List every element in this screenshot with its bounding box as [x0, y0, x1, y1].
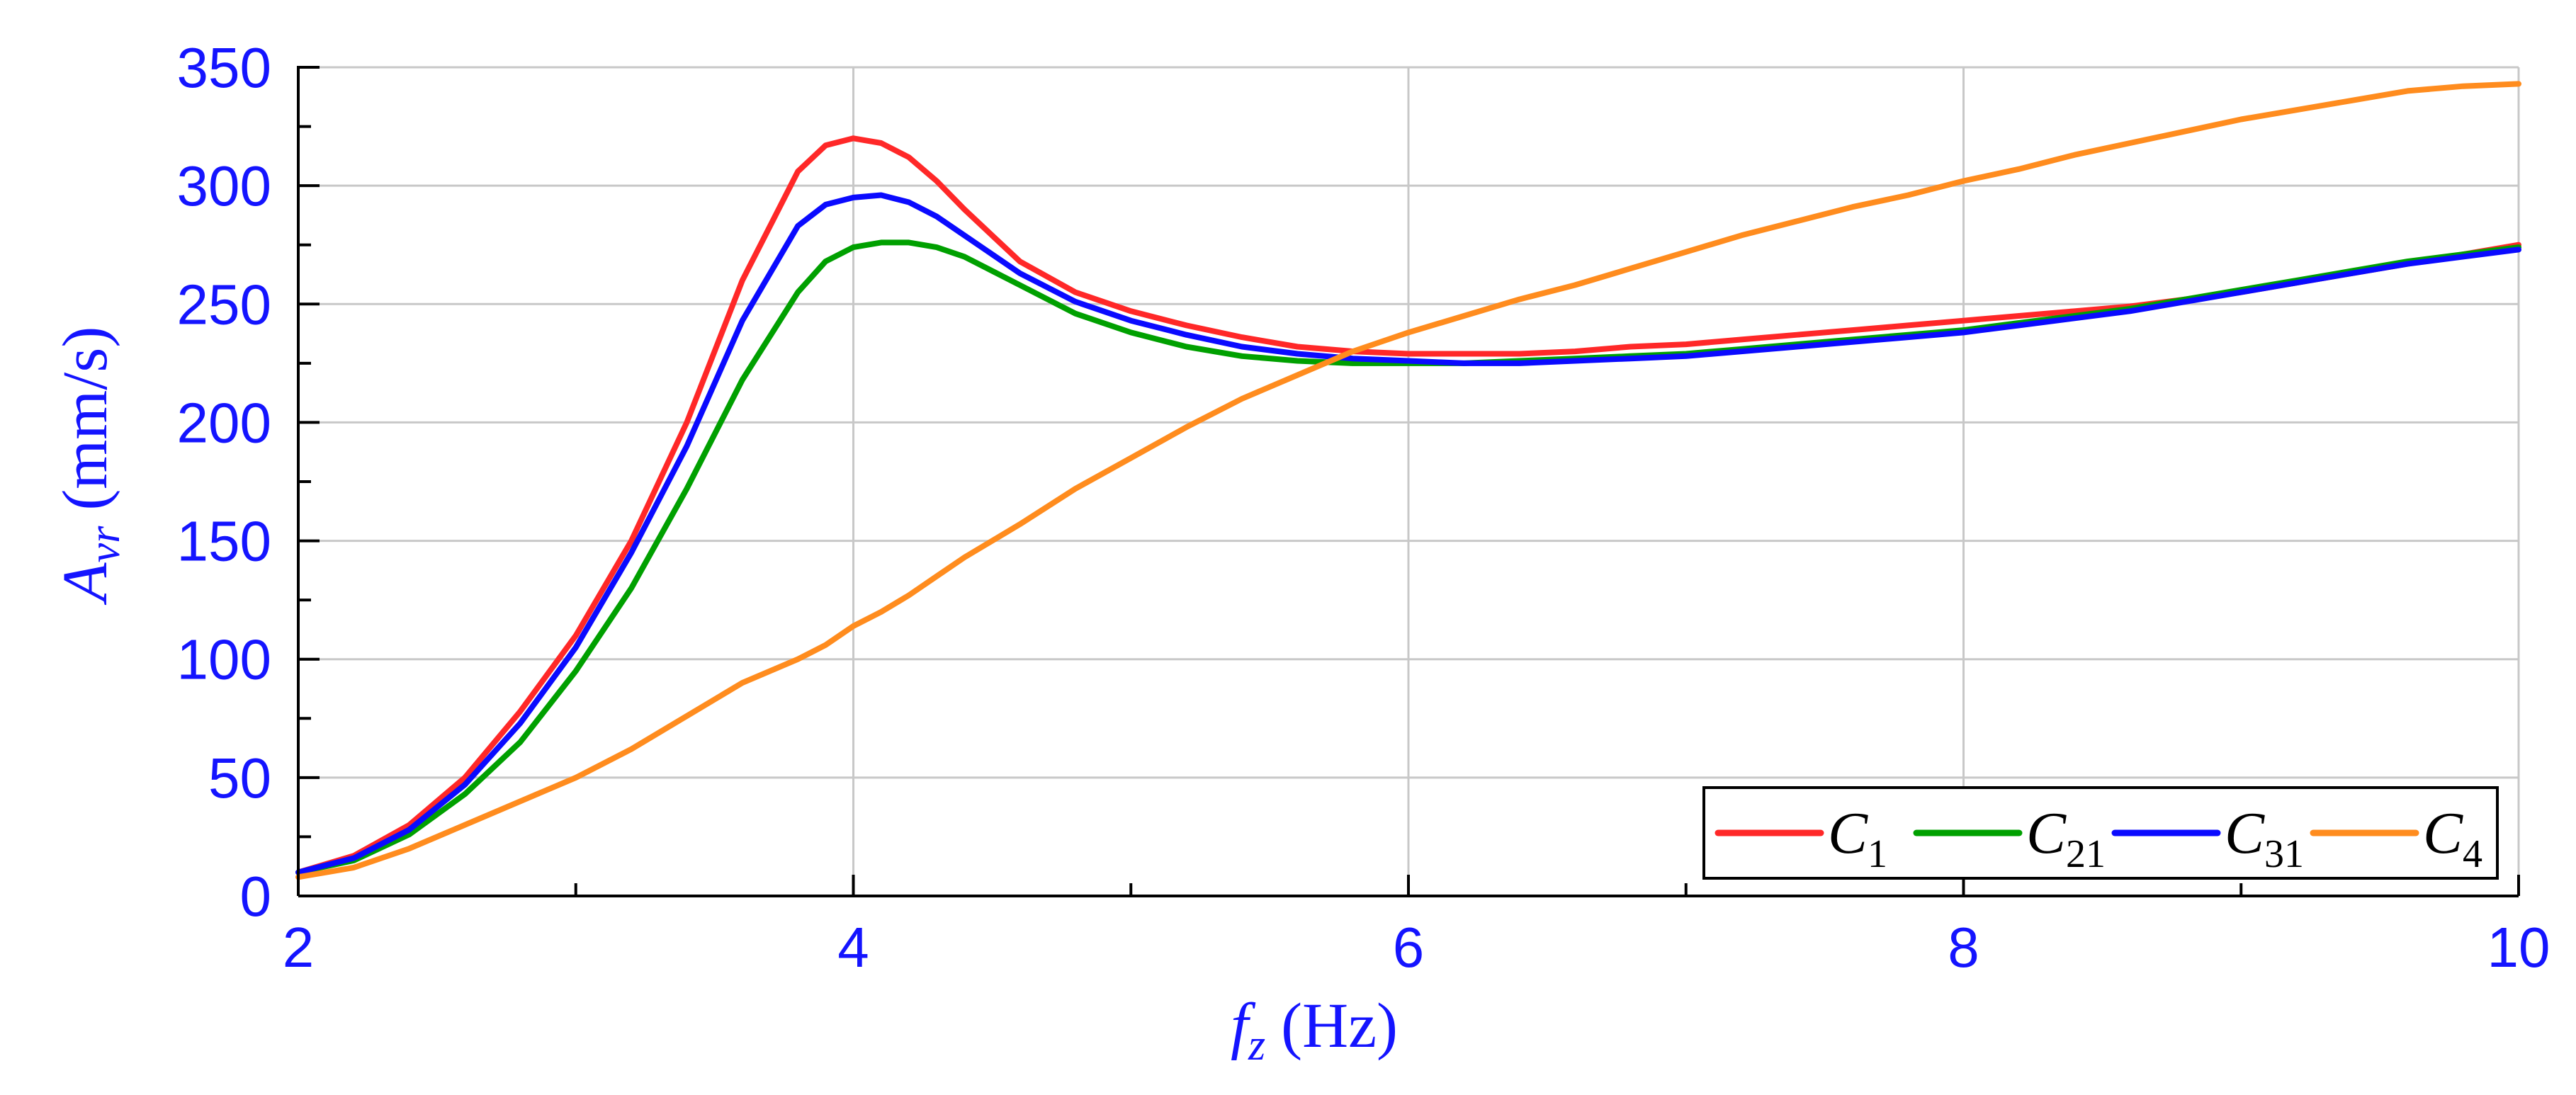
y-axis-unit: (mm/s)	[50, 327, 120, 511]
x-axis-subscript: z	[1248, 1021, 1265, 1070]
x-axis-title: fz (Hz)	[1231, 991, 1398, 1070]
y-tick-label-200: 200	[177, 391, 271, 454]
legend-label: C31	[2225, 800, 2304, 876]
x-tick-label-6: 6	[1393, 916, 1425, 979]
axes	[297, 66, 2520, 897]
x-tick-label-4: 4	[837, 916, 869, 979]
legend-label: C4	[2423, 800, 2482, 876]
series-line-C4	[295, 81, 2521, 880]
legend-entry-C21: C21	[1913, 800, 2106, 876]
y-axis-subscript: vr	[81, 526, 129, 563]
series-line-C31	[295, 192, 2521, 875]
legend-entry-C4: C4	[2310, 800, 2482, 876]
svg-text:Avr(mm/s): Avr (mm/s)	[50, 327, 129, 606]
y-tick-label-300: 300	[177, 154, 271, 217]
legend-label: C21	[2026, 800, 2106, 876]
x-tick-label-10: 10	[2487, 916, 2550, 979]
x-tick-label-2: 2	[283, 916, 315, 979]
legend-entry-C31: C31	[2111, 800, 2304, 876]
y-tick-label-0: 0	[240, 865, 272, 928]
series-group	[295, 81, 2521, 880]
x-tick-label-8: 8	[1948, 916, 1979, 979]
legend-label: C1	[1828, 800, 1887, 876]
y-tick-label-100: 100	[177, 628, 271, 691]
x-axis-unit: (Hz)	[1281, 991, 1398, 1061]
legend-entry-C1: C1	[1714, 800, 1887, 876]
y-tick-label-50: 50	[208, 747, 271, 810]
grid	[297, 66, 2520, 897]
tick-labels: 0 50 100 150 200 250 300 350 2 4 6 8 10	[177, 36, 2550, 979]
svg-text:fz(Hz): fz (Hz)	[1231, 991, 1398, 1070]
y-axis-symbol: A	[50, 562, 120, 605]
y-tick-label-250: 250	[177, 273, 271, 336]
y-tick-label-150: 150	[177, 510, 271, 573]
y-tick-label-350: 350	[177, 36, 271, 99]
y-axis-title: Avr (mm/s)	[50, 327, 129, 606]
legend: C1 C21 C31 C4	[1702, 786, 2499, 880]
